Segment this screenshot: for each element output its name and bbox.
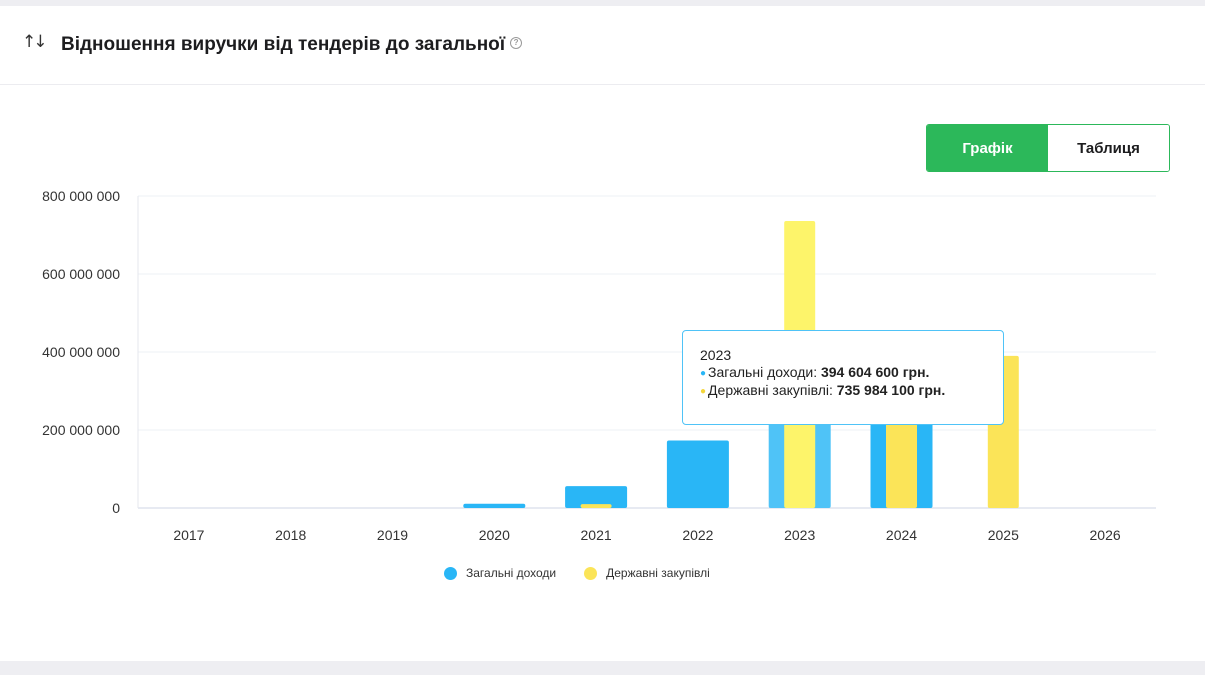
legend-item-total[interactable]: Загальні доходи bbox=[444, 566, 556, 580]
y-tick-label: 400 000 000 bbox=[42, 344, 120, 360]
x-tick-label: 2026 bbox=[1090, 527, 1121, 543]
bar-total-2020[interactable] bbox=[463, 503, 526, 508]
y-tick-label: 200 000 000 bbox=[42, 422, 120, 438]
tooltip-total-value: 394 604 600 грн. bbox=[820, 364, 930, 380]
card-title: Відношення виручки від тендерів до загал… bbox=[61, 34, 523, 56]
chart-legend: Загальні доходи Державні закупівлі bbox=[444, 566, 710, 580]
question-circle-icon[interactable]: ? bbox=[510, 36, 523, 49]
top-strip bbox=[0, 0, 1205, 6]
y-tick-label: 600 000 000 bbox=[42, 266, 120, 282]
legend-item-gov[interactable]: Державні закупівлі bbox=[584, 566, 710, 580]
y-tick-label: 800 000 000 bbox=[42, 188, 120, 204]
bar-gov-2024[interactable] bbox=[886, 406, 917, 508]
bar-gov-2021[interactable] bbox=[580, 504, 612, 508]
chart-tooltip: 2023 ● Загальні доходи: 394 604 600 грн. … bbox=[682, 330, 1004, 425]
x-tick-label: 2021 bbox=[581, 527, 612, 543]
x-tick-label: 2019 bbox=[377, 527, 408, 543]
x-tick-label: 2024 bbox=[886, 527, 917, 543]
tooltip-gov-label: Державні закупівлі bbox=[708, 382, 829, 398]
tooltip-gov-dot-icon: ● bbox=[700, 386, 707, 397]
x-tick-label: 2020 bbox=[479, 527, 510, 543]
chart-card: ↑↓ Відношення виручки від тендерів до за… bbox=[0, 6, 1205, 667]
chart-view-button[interactable]: Графік bbox=[927, 125, 1048, 171]
x-tick-label: 2023 bbox=[784, 527, 815, 543]
tooltip-gov-value: 735 984 100 грн. bbox=[836, 382, 946, 398]
card-header: ↑↓ Відношення виручки від тендерів до за… bbox=[0, 6, 1205, 85]
legend-total-swatch bbox=[444, 566, 457, 580]
card-title-text: Відношення виручки від тендерів до загал… bbox=[61, 34, 506, 55]
bar-total-2021[interactable] bbox=[565, 486, 628, 508]
sort-arrows-icon[interactable]: ↑↓ bbox=[22, 32, 47, 52]
tooltip-total-row: ● Загальні доходи: 394 604 600 грн. bbox=[700, 364, 930, 380]
x-tick-label: 2017 bbox=[173, 527, 204, 543]
y-tick-label: 0 bbox=[112, 500, 120, 516]
tooltip-gov-row: ● Державні закупівлі: 735 984 100 грн. bbox=[700, 382, 946, 398]
legend-total-label: Загальні доходи bbox=[466, 566, 557, 580]
legend-gov-swatch bbox=[584, 566, 598, 580]
page-footer-strip bbox=[0, 661, 1205, 675]
x-tick-label: 2018 bbox=[275, 527, 306, 543]
x-tick-label: 2022 bbox=[682, 527, 713, 543]
table-view-button[interactable]: Таблиця bbox=[1048, 125, 1169, 171]
x-tick-label: 2025 bbox=[988, 527, 1019, 543]
view-toggle: Графік Таблиця bbox=[926, 124, 1170, 172]
bar-total-2022[interactable] bbox=[666, 440, 729, 508]
bar-chart: 0 200 000 000 400 000 000 600 000 000 800 00… bbox=[42, 188, 1156, 543]
tooltip-total-label: Загальні доходи bbox=[708, 364, 814, 380]
legend-gov-label: Державні закупівлі bbox=[606, 566, 710, 580]
tooltip-year: 2023 bbox=[700, 347, 732, 363]
tooltip-total-dot-icon: ● bbox=[700, 368, 707, 379]
